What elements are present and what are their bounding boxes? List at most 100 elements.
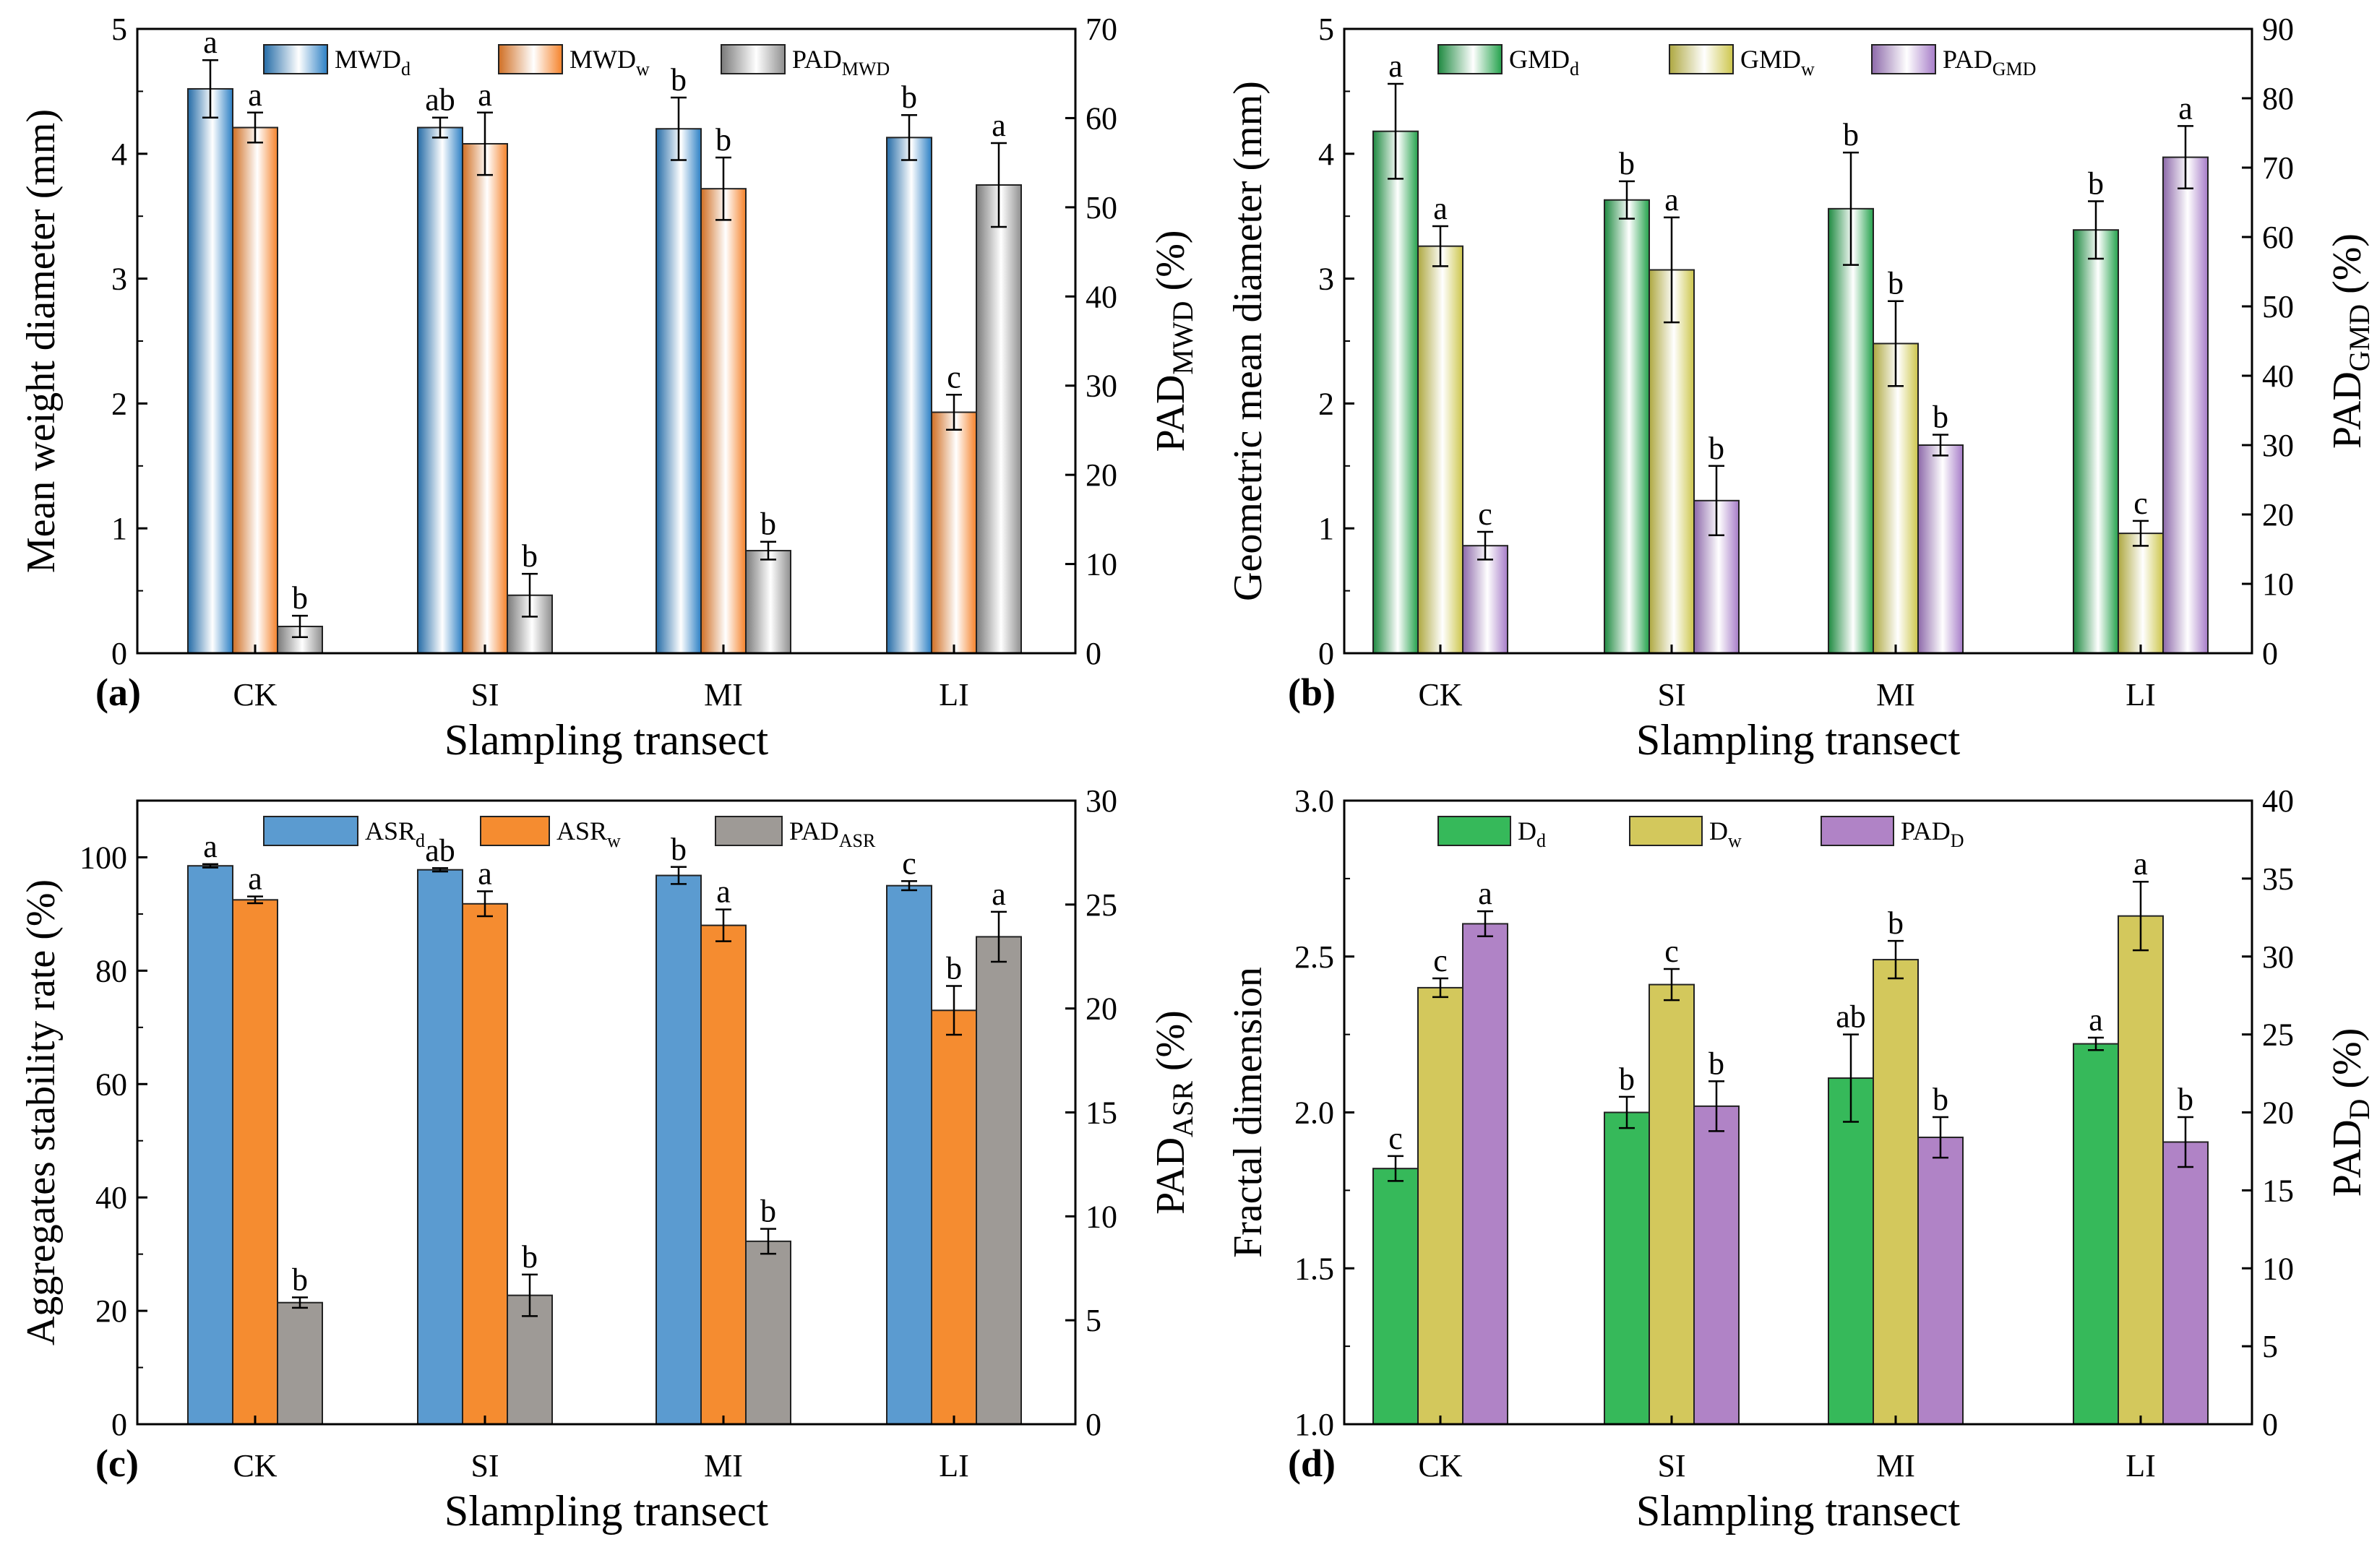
y-tick-label: 0 [111,636,127,671]
y2-tick-label: 30 [2262,428,2294,463]
x-tick-label: MI [1876,1448,1915,1483]
bar-Dd-CK [1372,1168,1419,1426]
bar-MWDd-SI [417,126,463,654]
legend-label-sub: d [416,830,425,851]
legend-label-sub: GMD [1993,59,2037,79]
bar-ASRw-CK [232,899,278,1425]
significance-letter: b [522,538,538,574]
significance-letter: a [478,856,492,892]
y2-title-base: PAD [1148,1137,1193,1215]
bar-ASRw-MI [700,924,747,1425]
y2-tick-label: 15 [1086,1095,1117,1131]
x-tick-label: CK [233,677,277,712]
bar-PADASR-MI [745,1240,791,1426]
legend-label-MWDw: MWDw [569,45,650,79]
y2-tick-label: 10 [1086,547,1117,582]
bar-MWDw-SI [462,142,508,654]
x-tick-label: MI [704,677,743,712]
panel-label: (b) [1288,671,1336,714]
significance-letter: a [2133,846,2148,882]
significance-letter: b [1708,1046,1724,1081]
legend-label-sub: d [1536,830,1546,851]
y-tick-label: 0 [1318,636,1334,671]
x-axis-title: Slampling transect [444,1487,769,1535]
legend-label-sub: w [636,59,650,79]
bar-PADGMD-MI [1917,444,1964,654]
bar-Dd-LI [2073,1043,2119,1425]
legend-swatch-ASRd [263,816,358,846]
significance-letter: b [1888,905,1904,941]
x-tick-label: SI [1657,1448,1685,1483]
bar-GMDw-SI [1649,269,1695,654]
y2-tick-label: 0 [2262,636,2278,671]
y-tick-label: 40 [95,1180,127,1215]
legend-label-base: PAD [1943,45,1993,74]
legend-label-MWDd: MWDd [335,45,411,79]
y-tick-label: 4 [111,137,127,172]
bar-ASRd-CK [187,865,233,1426]
y2-tick-label: 20 [1086,991,1117,1027]
bar-PADGMD-LI [2162,156,2209,655]
legend-label-sub: d [401,59,411,79]
legend-swatch-MWDw [498,44,563,74]
y2-tick-label: 0 [1086,1407,1101,1442]
y2-axis-title: PADGMD (%) [2325,233,2376,449]
y2-tick-label: 20 [2262,497,2294,533]
y2-title-suffix: (%) [2325,233,2370,304]
y-tick-label: 5 [1318,12,1334,47]
y2-tick-label: 50 [1086,190,1117,225]
legend-label-base: GMD [1509,45,1570,74]
y-tick-label: 60 [95,1067,127,1102]
significance-letter: b [671,832,687,867]
x-tick-label: LI [939,1448,969,1483]
significance-letter: a [203,829,218,864]
bar-MWDw-MI [700,188,747,654]
bar-MWDd-MI [655,128,702,655]
significance-letter: a [1664,182,1679,217]
bar-PADD-SI [1693,1105,1740,1425]
significance-letter: a [1478,876,1492,911]
significance-letter: b [2178,1082,2193,1117]
y2-tick-label: 30 [1086,783,1117,819]
x-axis-title: Slampling transect [444,716,769,764]
legend-label-Dd: Dd [1518,817,1546,851]
significance-letter: b [522,1239,538,1275]
y-tick-label: 100 [79,840,127,875]
significance-letter: b [1619,146,1635,181]
legend-label-base: MWD [569,45,636,74]
legend-swatch-PADD [1821,816,1894,846]
y-tick-label: 2 [111,386,127,421]
bar-PADASR-LI [976,936,1022,1425]
y2-tick-label: 0 [2262,1407,2278,1442]
bar-GMDd-SI [1604,199,1650,654]
legend-swatch-GMDd [1437,44,1503,74]
y2-tick-label: 60 [2262,220,2294,255]
y2-tick-label: 30 [2262,939,2294,975]
bar-ASRd-LI [886,884,932,1425]
y-tick-label: 0 [111,1407,127,1442]
y-axis-title: Fractal dimension [1226,967,1271,1258]
y-tick-label: 2.0 [1294,1095,1334,1131]
y2-axis-title: PADD (%) [2325,1028,2376,1197]
legend-label-ASRd: ASRd [365,817,425,851]
significance-letter: ab [425,832,455,868]
significance-letter: b [292,1262,308,1298]
significance-letter: c [1478,496,1492,532]
significance-letter: a [203,25,218,60]
y-tick-label: 1.0 [1294,1407,1334,1442]
y2-title-base: PAD [2325,1119,2370,1197]
legend-swatch-Dw [1629,816,1703,846]
y-tick-label: 1 [1318,511,1334,546]
legend-swatch-GMDw [1669,44,1734,74]
bar-GMDd-LI [2073,229,2119,654]
significance-letter: b [1888,266,1904,301]
legend-label-base: D [1518,817,1536,845]
y2-tick-label: 50 [2262,289,2294,324]
significance-letter: c [2133,486,2148,521]
y2-title-sub: D [2343,1099,2376,1120]
bar-MWDw-LI [931,411,977,654]
x-tick-label: LI [2125,1448,2156,1483]
bar-PADGMD-CK [1462,545,1508,655]
legend-label-sub: w [1801,59,1815,79]
